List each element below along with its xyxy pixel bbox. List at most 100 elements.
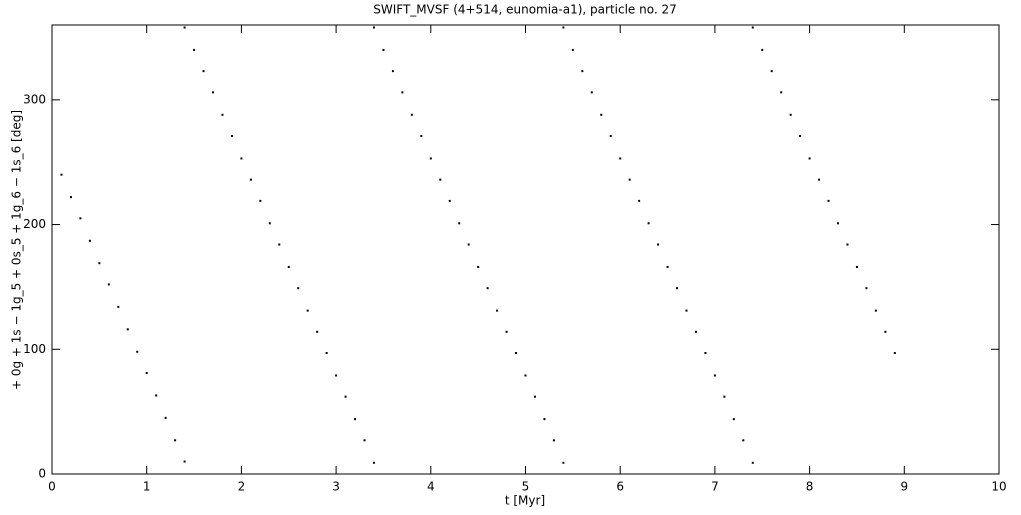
point — [846, 243, 849, 246]
point — [543, 418, 546, 421]
point — [401, 91, 404, 94]
point — [770, 70, 773, 73]
point — [571, 48, 574, 51]
point — [382, 48, 385, 51]
point — [287, 265, 290, 268]
point — [136, 350, 139, 353]
point — [666, 265, 669, 268]
point — [590, 91, 593, 94]
point — [524, 374, 527, 377]
point — [297, 287, 300, 290]
point — [827, 199, 830, 202]
point — [647, 222, 650, 225]
point — [477, 265, 480, 268]
point — [600, 113, 603, 116]
x-tick-label: 5 — [522, 480, 530, 494]
point — [391, 70, 394, 73]
point — [79, 217, 82, 220]
point — [278, 243, 281, 246]
point — [619, 157, 622, 160]
y-tick-label: 300 — [23, 92, 46, 106]
point — [486, 287, 489, 290]
point — [164, 416, 167, 419]
x-tick-label: 1 — [143, 480, 151, 494]
point — [249, 178, 252, 181]
point — [676, 287, 679, 290]
x-tick-label: 8 — [806, 480, 814, 494]
point — [893, 352, 896, 355]
point — [306, 309, 309, 312]
point — [723, 395, 726, 398]
point — [742, 439, 745, 442]
point — [268, 222, 271, 225]
point — [855, 265, 858, 268]
point — [751, 461, 754, 464]
point — [751, 26, 754, 29]
point — [335, 374, 338, 377]
x-tick-label: 3 — [332, 480, 340, 494]
point — [117, 305, 120, 308]
point — [562, 461, 565, 464]
point — [865, 287, 868, 290]
y-tick-label: 200 — [23, 217, 46, 231]
point — [202, 70, 205, 73]
point — [874, 309, 877, 312]
point — [799, 135, 802, 138]
point — [533, 395, 536, 398]
point — [372, 26, 375, 29]
point — [761, 48, 764, 51]
point — [98, 262, 101, 265]
point — [552, 439, 555, 442]
plot-frame — [51, 24, 1000, 475]
x-axis-label: t [Myr] — [505, 494, 545, 508]
point — [325, 352, 328, 355]
x-tick-label: 9 — [900, 480, 908, 494]
point — [628, 178, 631, 181]
y-tick-label: 100 — [23, 342, 46, 356]
point — [458, 222, 461, 225]
point — [638, 199, 641, 202]
point — [704, 352, 707, 355]
point — [581, 70, 584, 73]
point — [420, 135, 423, 138]
chart-title: SWIFT_MVSF (4+514, eunomia-a1), particle… — [373, 3, 677, 17]
point — [884, 330, 887, 333]
point — [657, 243, 660, 246]
x-tick-label: 4 — [427, 480, 435, 494]
point — [496, 309, 499, 312]
point — [837, 222, 840, 225]
point — [240, 157, 243, 160]
point — [429, 157, 432, 160]
point — [211, 91, 214, 94]
point — [818, 178, 821, 181]
x-tick-label: 7 — [711, 480, 719, 494]
point — [69, 196, 72, 199]
point — [259, 199, 262, 202]
point — [145, 371, 148, 374]
point — [363, 439, 366, 442]
y-tick-label: 0 — [38, 467, 46, 481]
point — [808, 157, 811, 160]
x-tick-label: 6 — [616, 480, 624, 494]
point — [155, 394, 158, 397]
point — [515, 352, 518, 355]
x-tick-label: 2 — [238, 480, 246, 494]
point — [107, 283, 110, 286]
y-axis-label: + 0g + 1s − 1g_5 + 0s_5 + 1g_6 − 1s_6 [d… — [10, 110, 24, 390]
point — [183, 460, 186, 463]
point — [316, 330, 319, 333]
point — [467, 243, 470, 246]
point — [372, 461, 375, 464]
point — [410, 113, 413, 116]
x-tick-label: 10 — [991, 480, 1006, 494]
point — [789, 113, 792, 116]
point — [221, 113, 224, 116]
point — [439, 178, 442, 181]
point — [609, 135, 612, 138]
point — [230, 135, 233, 138]
point — [694, 330, 697, 333]
point — [88, 239, 91, 242]
point — [448, 199, 451, 202]
